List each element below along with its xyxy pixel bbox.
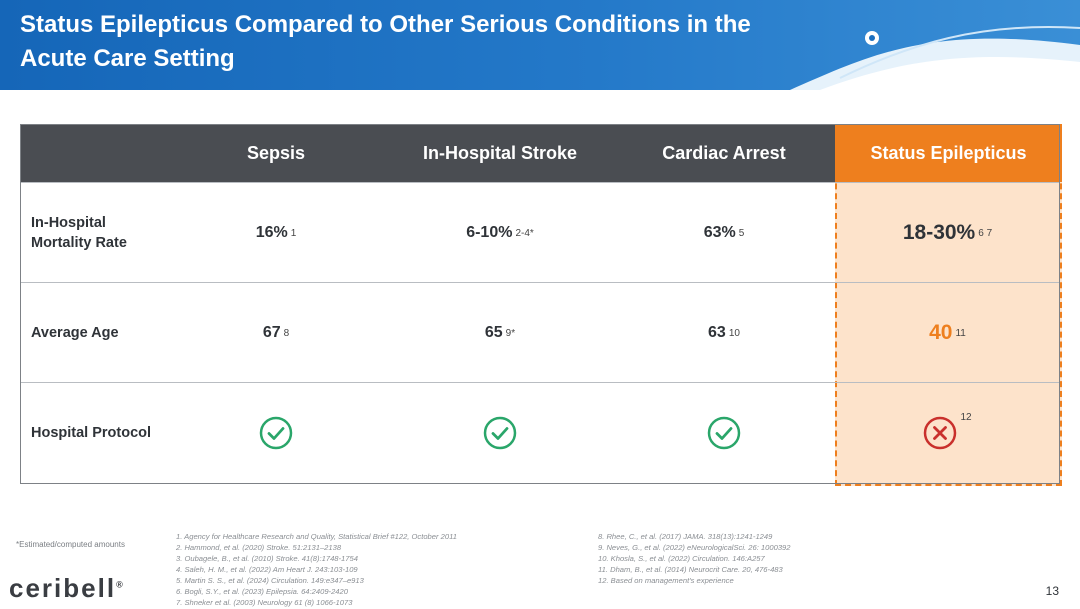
column-header-stroke: In-Hospital Stroke [422,143,578,163]
cell-icon [614,383,834,483]
cell-icon [390,383,610,483]
check-circle-icon [707,416,741,450]
reference-item: 1. Agency for Healthcare Research and Qu… [176,532,457,541]
estimated-note: *Estimated/computed amounts [16,540,125,549]
x-circle-icon [924,416,957,450]
column-header-status-epilepticus: Status Epilepticus [835,124,1062,182]
cell-value: 6-10% 2-4* [466,224,534,241]
page-number: 13 [1045,584,1059,598]
reference-item: 11. Dham, B., et al. (2014) Neurocrit Ca… [598,565,783,574]
reference-item: 8. Rhee, C., et al. (2017) JAMA. 318(13)… [598,532,773,541]
reference-item: 12. Based on management's experience [598,576,734,585]
row-label-hospital-protocol: Hospital Protocol [31,425,152,441]
title-banner: Status Epilepticus Compared to Other Ser… [0,0,1080,90]
cell-icon [190,383,362,483]
check-circle-icon [483,416,517,450]
cell-value-highlight: 40 11 [929,321,966,344]
column-header-sepsis: Sepsis [246,143,306,163]
reference-item: 3. Oubagele, B., et al. (2010) Stroke. 4… [176,554,358,563]
check-circle-icon [259,416,293,450]
cell-value-highlight: 18-30% 6 7 [902,221,993,244]
references-right: 8. Rhee, C., et al. (2017) JAMA. 318(13)… [598,531,791,586]
table-row: Average Age 67 8 65 9* 63 10 40 11 [20,282,1060,383]
reference-item: 4. Saleh, H. M., et al. (2022) Am Heart … [176,565,358,574]
references-left: 1. Agency for Healthcare Research and Qu… [176,531,457,608]
status-epilepticus-highlight [835,124,1062,486]
reference-item: 6. Bogli, S.Y., et al. (2023) Epilepsia.… [176,587,348,596]
reference-item: 5. Martin S. S., et al. (2024) Circulati… [176,576,364,585]
page-title: Status Epilepticus Compared to Other Ser… [20,11,751,72]
reference-item: 7. Shneker et al. (2003) Neurology 61 (8… [176,598,353,607]
reference-item: 2. Hammond, et al. (2020) Stroke. 51:213… [176,543,342,552]
row-label-average-age: Average Age [31,325,119,341]
footnote-marker: 12 [960,411,972,423]
cell-value: 63% 5 [703,224,745,241]
cell-value: 16% 1 [255,224,297,241]
reference-item: 10. Khosla, S., et al. (2022) Circulatio… [598,554,765,563]
cell-value: 67 8 [262,324,290,341]
wave-decoration [790,26,1080,90]
comparison-table: Sepsis In-Hospital Stroke Cardiac Arrest… [20,124,1062,486]
cell-icon-highlight: 12 [835,383,1060,483]
cell-value: 63 10 [708,324,740,341]
table-row: Hospital Protocol 12 [20,382,1060,483]
row-label-mortality: In-Hospital Mortality Rate [31,215,127,251]
table-row: In-Hospital Mortality Rate 16% 1 6-10% 2-4… [20,182,1060,283]
cell-value: 65 9* [484,324,516,341]
column-header-cardiac-arrest: Cardiac Arrest [662,143,786,163]
ceribell-logo: ceribell® [9,573,123,603]
reference-item: 9. Neves, G., et al. (2022) eNeurologica… [598,543,791,552]
